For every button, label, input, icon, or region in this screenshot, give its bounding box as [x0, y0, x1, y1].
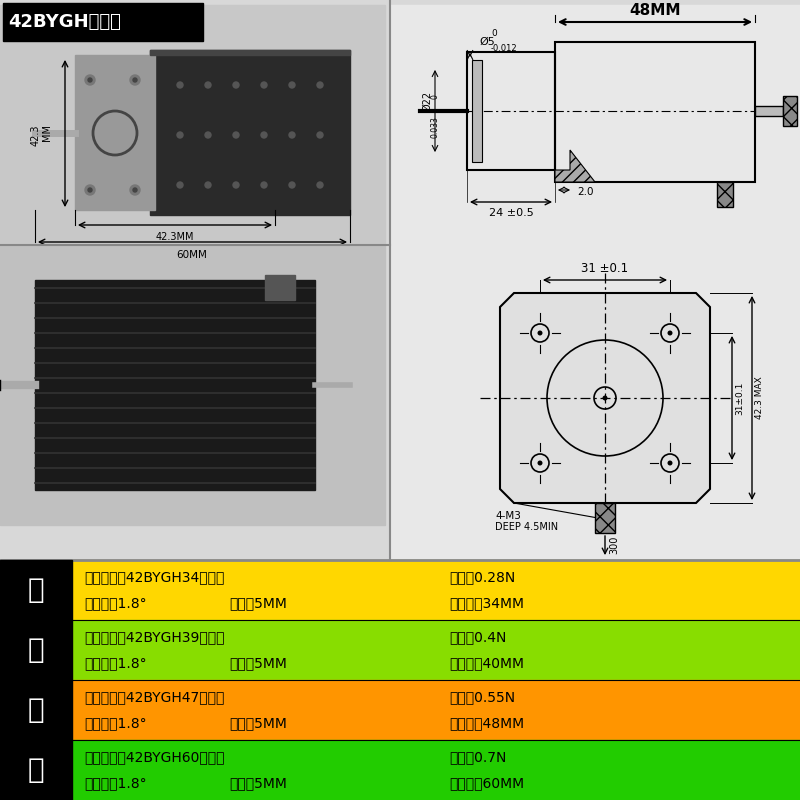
Text: 48MM: 48MM	[630, 3, 681, 18]
Text: 轴径：5MM: 轴径：5MM	[229, 656, 287, 670]
Bar	[150, 50, 350, 215]
Text: 电机型号：42BYGH60双出轴: 电机型号：42BYGH60双出轴	[84, 750, 225, 764]
Circle shape	[177, 82, 183, 88]
Text: 0: 0	[491, 29, 497, 38]
Text: 300: 300	[609, 536, 619, 554]
Bar	[75, 55, 155, 210]
Bar	[472, 60, 482, 162]
Bar	[0, 5, 385, 245]
Circle shape	[130, 185, 140, 195]
Text: 四: 四	[28, 576, 44, 604]
Text: 步距角：1.8°: 步距角：1.8°	[84, 776, 146, 790]
Text: DEEP 4.5MIN: DEEP 4.5MIN	[495, 522, 558, 532]
Bar	[3, 3, 203, 41]
Text: 42.3 MAX: 42.3 MAX	[755, 377, 764, 419]
Text: 轴径：5MM: 轴径：5MM	[229, 776, 287, 790]
Text: 0.033: 0.033	[431, 116, 440, 138]
Text: 步距角：1.8°: 步距角：1.8°	[84, 716, 146, 730]
Circle shape	[130, 75, 140, 85]
Text: 机身长：34MM: 机身长：34MM	[449, 596, 524, 610]
Circle shape	[317, 82, 323, 88]
Text: AWG26 UL1007: AWG26 UL1007	[585, 565, 666, 575]
Text: 力矩：0.7N: 力矩：0.7N	[449, 750, 506, 764]
Text: Ø5: Ø5	[479, 37, 494, 47]
Text: 31 ±0.1: 31 ±0.1	[582, 262, 629, 275]
Bar	[783, 96, 797, 126]
Text: 轴径：5MM: 轴径：5MM	[229, 596, 287, 610]
Circle shape	[133, 188, 137, 192]
Bar	[0, 245, 385, 525]
Circle shape	[538, 330, 542, 335]
Circle shape	[177, 182, 183, 188]
Circle shape	[88, 78, 92, 82]
Text: 机身长：48MM: 机身长：48MM	[449, 716, 524, 730]
Bar	[717, 182, 733, 207]
Text: 选: 选	[28, 756, 44, 784]
Bar	[150, 50, 350, 55]
Circle shape	[317, 182, 323, 188]
Circle shape	[233, 132, 239, 138]
Bar	[595, 503, 615, 533]
Bar	[390, 5, 800, 560]
Polygon shape	[555, 150, 595, 182]
Text: 力矩：0.28N: 力矩：0.28N	[449, 570, 515, 584]
Text: 种: 种	[28, 636, 44, 664]
Circle shape	[602, 395, 607, 401]
Text: 0: 0	[431, 94, 440, 99]
Bar	[467, 52, 555, 170]
Circle shape	[289, 132, 295, 138]
Text: 4-M3: 4-M3	[495, 511, 521, 521]
Bar	[72, 680, 800, 740]
Text: 电机型号：42BYGH39双出轴: 电机型号：42BYGH39双出轴	[84, 630, 225, 644]
Circle shape	[233, 182, 239, 188]
Circle shape	[289, 82, 295, 88]
Bar	[72, 620, 800, 680]
Text: 力矩：0.55N: 力矩：0.55N	[449, 690, 515, 704]
Text: 电机型号：42BYGH34双出轴: 电机型号：42BYGH34双出轴	[84, 570, 224, 584]
Text: 步距角：1.8°: 步距角：1.8°	[84, 596, 146, 610]
Circle shape	[85, 75, 95, 85]
Text: 轴径：5MM: 轴径：5MM	[229, 716, 287, 730]
Text: 机身长：40MM: 机身长：40MM	[449, 656, 524, 670]
Circle shape	[289, 182, 295, 188]
Bar	[72, 560, 800, 620]
Bar	[35, 280, 315, 490]
Text: 可: 可	[28, 696, 44, 724]
Text: 电机型号：42BYGH47双出轴: 电机型号：42BYGH47双出轴	[84, 690, 224, 704]
Text: -0.012: -0.012	[491, 44, 518, 53]
Text: 60MM: 60MM	[177, 250, 207, 260]
Circle shape	[233, 82, 239, 88]
Text: 31±0.1: 31±0.1	[735, 382, 744, 414]
Text: 机身长：60MM: 机身长：60MM	[449, 776, 524, 790]
Bar	[265, 275, 295, 300]
Circle shape	[88, 188, 92, 192]
Text: 42.3MM: 42.3MM	[156, 232, 194, 242]
Circle shape	[205, 82, 211, 88]
Text: Ø22: Ø22	[422, 91, 432, 111]
Circle shape	[317, 132, 323, 138]
Bar	[755, 106, 783, 116]
Bar	[72, 740, 800, 800]
Text: 24 ±0.5: 24 ±0.5	[489, 208, 534, 218]
Text: 2.0: 2.0	[577, 187, 594, 197]
Polygon shape	[500, 293, 710, 503]
Circle shape	[177, 132, 183, 138]
Text: 42.3
MM: 42.3 MM	[30, 124, 52, 146]
Circle shape	[261, 82, 267, 88]
Text: 42BYGH双出轴: 42BYGH双出轴	[8, 13, 121, 31]
Circle shape	[205, 132, 211, 138]
Circle shape	[667, 461, 673, 466]
Circle shape	[85, 185, 95, 195]
Text: 力矩：0.4N: 力矩：0.4N	[449, 630, 506, 644]
Bar	[555, 42, 755, 182]
Circle shape	[261, 132, 267, 138]
Circle shape	[538, 461, 542, 466]
Circle shape	[261, 182, 267, 188]
Text: 步距角：1.8°: 步距角：1.8°	[84, 656, 146, 670]
Bar	[0, 560, 72, 800]
Circle shape	[205, 182, 211, 188]
Circle shape	[133, 78, 137, 82]
Circle shape	[667, 330, 673, 335]
